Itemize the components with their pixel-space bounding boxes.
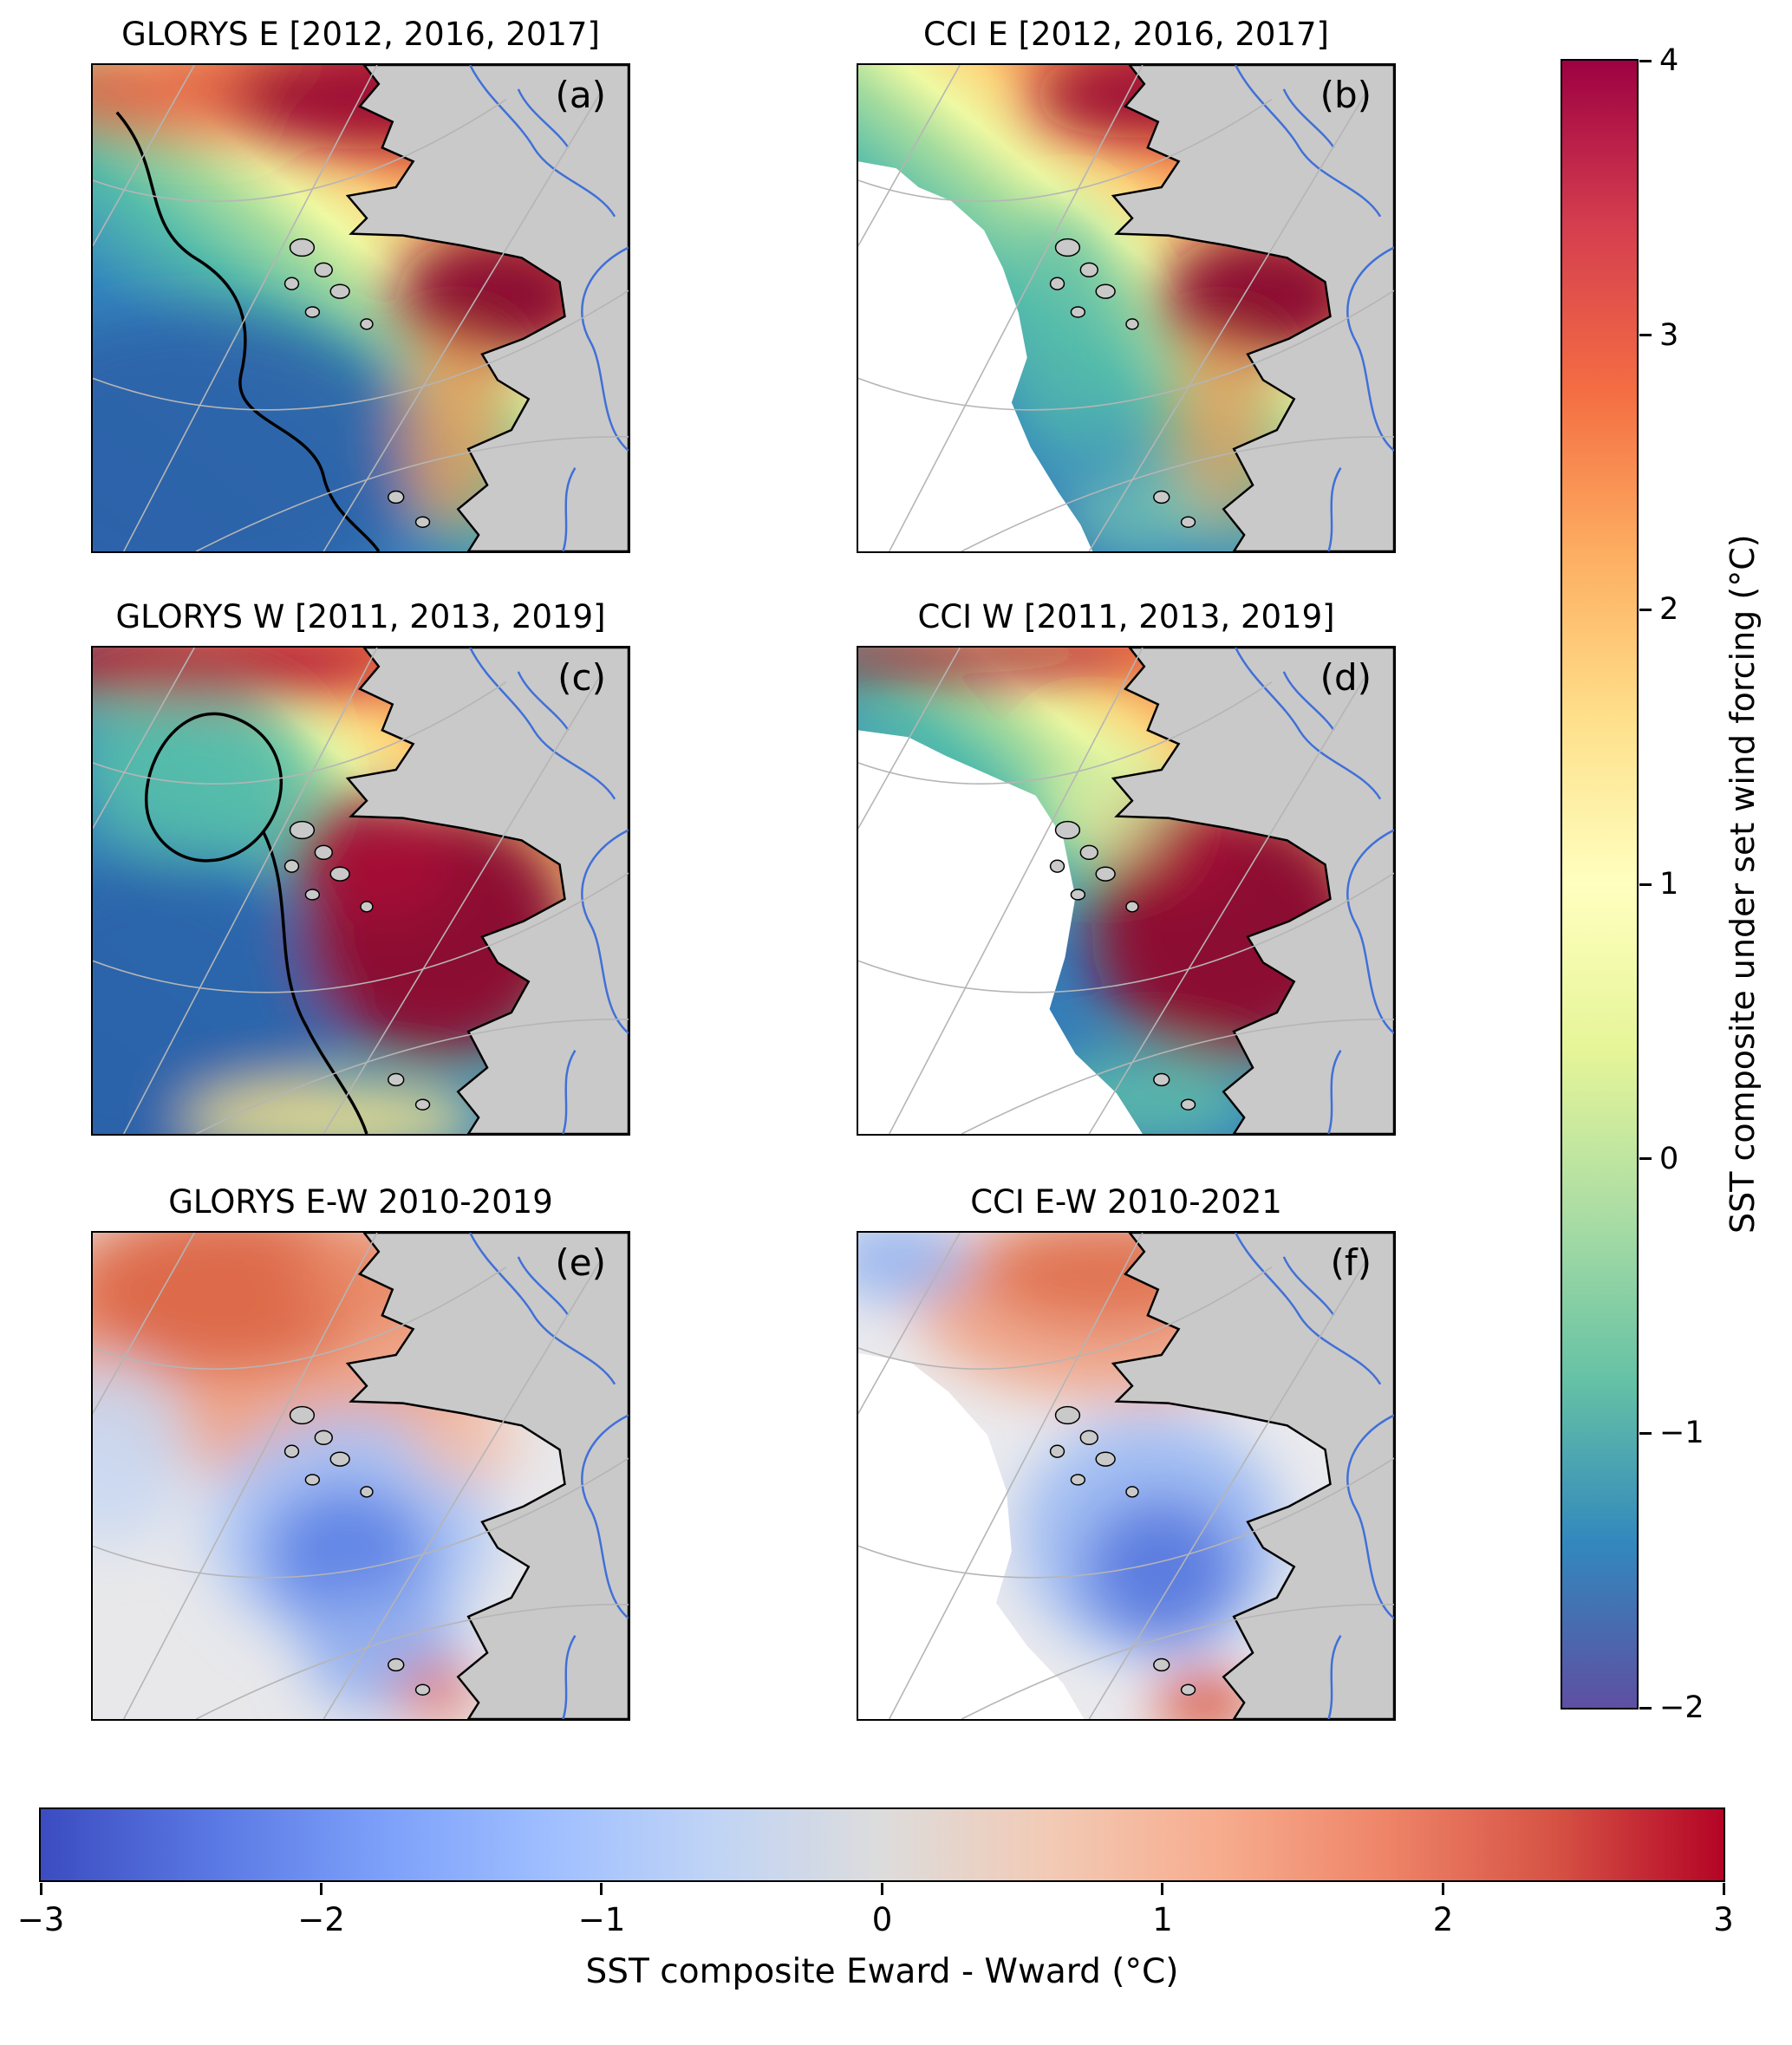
tick-label: 0 bbox=[871, 1901, 893, 1938]
tick-label: 4 bbox=[1659, 43, 1679, 78]
panel-b: (b) bbox=[857, 63, 1396, 553]
horizontal-colorbar-ticks: −3 −2 −1 0 1 2 3 bbox=[17, 1809, 1734, 1938]
tick-mark bbox=[1161, 1883, 1164, 1895]
panel-b-map bbox=[858, 65, 1394, 551]
horizontal-colorbar: −3 −2 −1 0 1 2 3 bbox=[17, 1807, 1734, 1938]
tick-label: −2 bbox=[1659, 1690, 1704, 1725]
tick-mark bbox=[1639, 882, 1652, 886]
panel-d-letter: (d) bbox=[1320, 656, 1372, 699]
panel-f-letter: (f) bbox=[1330, 1241, 1372, 1284]
tick-label: −1 bbox=[577, 1901, 626, 1938]
panel-f: (f) bbox=[857, 1231, 1396, 1721]
panel-d-map bbox=[858, 648, 1394, 1134]
vertical-colorbar: 4 3 2 1 0 −1 −2 bbox=[1561, 43, 1704, 1725]
tick-label: 2 bbox=[1432, 1901, 1454, 1938]
horizontal-colorbar-gradient bbox=[41, 1809, 1724, 1880]
horizontal-colorbar-label: SST composite Eward - Wward (°C) bbox=[585, 1952, 1179, 1991]
tick-mark bbox=[1442, 1883, 1444, 1895]
panel-c-map bbox=[93, 648, 629, 1134]
tick-label: 0 bbox=[1659, 1141, 1679, 1176]
no-data-region bbox=[858, 161, 1093, 551]
no-data-region bbox=[858, 1353, 1085, 1719]
sst-diff-patches bbox=[93, 1233, 518, 1717]
panel-d-title: CCI W [2011, 2013, 2019] bbox=[917, 598, 1335, 635]
tick-mark bbox=[1639, 608, 1652, 611]
panel-a-title: GLORYS E [2012, 2016, 2017] bbox=[121, 16, 600, 53]
tick-label: 2 bbox=[1659, 592, 1679, 628]
tick-mark bbox=[319, 1883, 323, 1895]
panel-c-letter: (c) bbox=[557, 656, 606, 699]
tick-mark bbox=[1639, 59, 1652, 62]
panel-c-title: GLORYS W [2011, 2013, 2019] bbox=[115, 598, 606, 635]
tick-mark bbox=[600, 1883, 603, 1895]
panel-e-title: GLORYS E-W 2010-2019 bbox=[168, 1183, 553, 1221]
panel-b-title: CCI E [2012, 2016, 2017] bbox=[923, 16, 1329, 53]
sst-anomaly-patches bbox=[93, 648, 574, 1134]
no-data-region bbox=[858, 730, 1143, 1134]
tick-mark bbox=[1639, 1157, 1652, 1161]
panel-d: (d) bbox=[857, 646, 1396, 1136]
ice-edge-contour-loop bbox=[145, 712, 283, 863]
panel-b-letter: (b) bbox=[1320, 74, 1372, 116]
tick-mark bbox=[1639, 334, 1652, 337]
vertical-colorbar-ticks: 4 3 2 1 0 −1 −2 bbox=[1562, 43, 1704, 1725]
tick-mark bbox=[39, 1883, 42, 1895]
panel-e-letter: (e) bbox=[555, 1241, 606, 1284]
tick-mark bbox=[1639, 1431, 1652, 1435]
tick-mark bbox=[1639, 1706, 1652, 1710]
vertical-colorbar-label: SST composite under set wind forcing (°C… bbox=[1724, 534, 1762, 1234]
panel-f-title: CCI E-W 2010-2021 bbox=[970, 1183, 1282, 1221]
ice-edge-contour bbox=[262, 830, 368, 1134]
panel-a-map bbox=[93, 65, 629, 551]
panel-c: (c) bbox=[91, 646, 630, 1136]
panel-f-map bbox=[858, 1233, 1394, 1719]
panel-a: (a) bbox=[91, 63, 630, 553]
panel-e: (e) bbox=[91, 1231, 630, 1721]
tick-label: −3 bbox=[16, 1901, 65, 1938]
panel-e-map bbox=[93, 1233, 629, 1719]
tick-label: 3 bbox=[1659, 317, 1679, 353]
sst-anomaly-patches bbox=[1000, 65, 1365, 551]
panel-a-letter: (a) bbox=[555, 74, 606, 116]
tick-mark bbox=[1722, 1883, 1725, 1895]
ice-edge-contour bbox=[115, 111, 381, 551]
vertical-colorbar-gradient bbox=[1562, 61, 1637, 1708]
tick-label: −1 bbox=[1659, 1416, 1704, 1451]
tick-label: 3 bbox=[1713, 1901, 1734, 1938]
tick-label: 1 bbox=[1659, 867, 1679, 902]
tick-label: 1 bbox=[1152, 1901, 1173, 1938]
tick-label: −2 bbox=[297, 1901, 345, 1938]
tick-mark bbox=[881, 1883, 883, 1895]
